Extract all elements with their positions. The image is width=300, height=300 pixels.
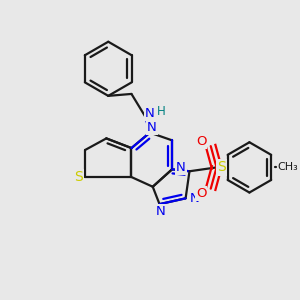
Text: N: N bbox=[147, 121, 157, 134]
Text: S: S bbox=[74, 170, 83, 184]
Text: N: N bbox=[176, 161, 186, 174]
Text: O: O bbox=[196, 187, 206, 200]
Text: O: O bbox=[196, 135, 206, 148]
Text: N: N bbox=[145, 107, 155, 120]
Text: S: S bbox=[217, 160, 226, 174]
Text: N: N bbox=[156, 206, 165, 218]
Text: CH₃: CH₃ bbox=[278, 162, 298, 172]
Text: H: H bbox=[157, 105, 166, 118]
Text: N: N bbox=[189, 192, 199, 205]
